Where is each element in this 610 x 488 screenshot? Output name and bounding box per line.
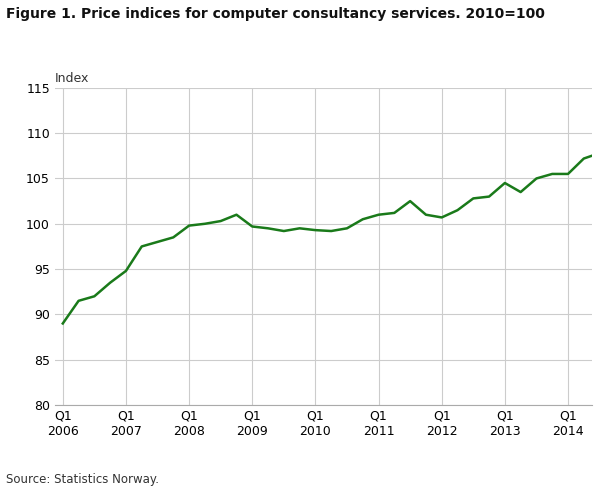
Text: Source: Statistics Norway.: Source: Statistics Norway. — [6, 472, 159, 486]
Text: Figure 1. Price indices for computer consultancy services. 2010=100: Figure 1. Price indices for computer con… — [6, 7, 545, 21]
Text: Index: Index — [55, 72, 89, 85]
